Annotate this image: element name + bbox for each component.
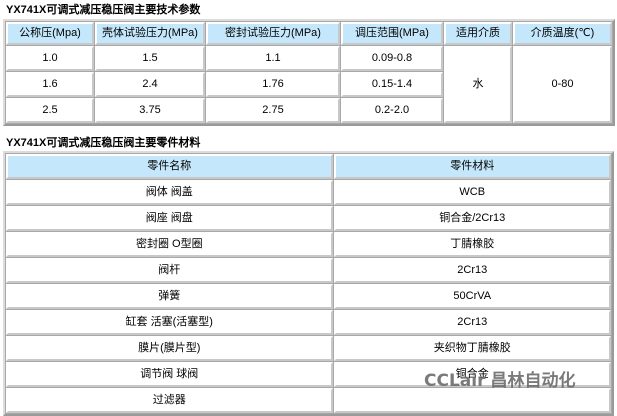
- spec-cell-nominal-pressure: 1.0: [6, 46, 94, 71]
- material-cell-part-name: 阀体 阀盖: [6, 180, 333, 205]
- material-cell-part-name: 弹簧: [6, 284, 333, 309]
- material-cell-part-name: 膜片(膜片型): [6, 336, 333, 361]
- material-cell-part-material: 50CrVA: [333, 284, 611, 309]
- spec-cell-shell-test-pressure: 2.4: [95, 72, 205, 97]
- spec-header-seal-test-pressure: 密封试验压力(MPa): [206, 22, 340, 45]
- spec-cell-shell-test-pressure: 3.75: [95, 98, 205, 123]
- spec-cell-pressure-range: 0.15-1.4: [341, 72, 443, 97]
- spec-cell-seal-test-pressure: 1.1: [206, 46, 340, 71]
- table-row: 1.0 1.5 1.1 0.09-0.8 水 0-80: [6, 46, 612, 123]
- material-cell-part-name: 缸套 活塞(活塞型): [6, 310, 333, 335]
- document-page: YX741X可调式减压稳压阀主要技术参数 公称压(Mpa) 壳体试验压力(MPa…: [3, 4, 615, 416]
- material-header-part-name: 零件名称: [6, 154, 333, 179]
- material-cell-part-name: 过滤器: [6, 388, 333, 413]
- material-cell-part-material: WCB: [333, 180, 611, 205]
- material-cell-part-name: 密封圈 O型圈: [6, 232, 333, 257]
- spec-cell-pressure-range: 0.2-2.0: [341, 98, 443, 123]
- spec-header-nominal-pressure: 公称压(Mpa): [6, 22, 94, 45]
- table-row: 阀座 阀盘 铜合金/2Cr13: [6, 206, 611, 231]
- spec-cell-pressure-range: 0.09-0.8: [341, 46, 443, 71]
- spec-cell-applicable-medium: 水: [444, 46, 512, 123]
- material-cell-part-material: 丁腈橡胶: [333, 232, 611, 257]
- table-row: 调节阀 球阀 铜合金: [6, 362, 611, 387]
- spec-cell-shell-test-pressure: 1.5: [95, 46, 205, 71]
- material-cell-part-material: 2Cr13: [333, 258, 611, 283]
- material-section-title: YX741X可调式减压稳压阀主要零件材料: [6, 137, 201, 149]
- spec-header-pressure-range: 调压范围(MPa): [341, 22, 443, 45]
- table-row: 1.6 2.4 1.76 0.15-1.4: [6, 72, 612, 97]
- spec-section-title: YX741X可调式减压稳压阀主要技术参数: [6, 4, 201, 16]
- material-cell-part-material: [333, 388, 611, 413]
- table-row: 密封圈 O型圈 丁腈橡胶: [6, 232, 611, 257]
- table-row: 阀体 阀盖 WCB: [6, 180, 611, 205]
- material-cell-part-material: 夹织物丁腈橡胶: [333, 336, 611, 361]
- material-cell-part-name: 阀杆: [6, 258, 333, 283]
- spec-header-shell-test-pressure: 壳体试验压力(MPa): [95, 22, 205, 45]
- spec-cell-seal-test-pressure: 1.76: [206, 72, 340, 97]
- spec-cell-nominal-pressure: 2.5: [6, 98, 94, 123]
- material-cell-part-material: 铜合金/2Cr13: [333, 206, 611, 231]
- table-row: 阀杆 2Cr13: [6, 258, 611, 283]
- spec-cell-nominal-pressure: 1.6: [6, 72, 94, 97]
- spec-cell-seal-test-pressure: 2.75: [206, 98, 340, 123]
- table-row: 2.5 3.75 2.75 0.2-2.0: [6, 98, 612, 123]
- material-cell-part-material: 铜合金: [333, 362, 611, 387]
- table-row: 过滤器: [6, 388, 611, 413]
- material-table: 零件名称 零件材料 阀体 阀盖 WCB 阀座 阀盘 铜合金/2Cr13 密封圈 …: [3, 151, 614, 416]
- spec-table: 公称压(Mpa) 壳体试验压力(MPa) 密封试验压力(MPa) 调压范围(MP…: [3, 19, 615, 126]
- material-cell-part-name: 阀座 阀盘: [6, 206, 333, 231]
- spec-table-header-row: 公称压(Mpa) 壳体试验压力(MPa) 密封试验压力(MPa) 调压范围(MP…: [6, 22, 612, 45]
- table-row: 弹簧 50CrVA: [6, 284, 611, 309]
- material-header-part-material: 零件材料: [333, 154, 611, 179]
- material-table-header-row: 零件名称 零件材料: [6, 154, 611, 179]
- spec-cell-medium-temperature: 0-80: [513, 46, 612, 123]
- table-row: 膜片(膜片型) 夹织物丁腈橡胶: [6, 336, 611, 361]
- spec-header-medium-temperature: 介质温度(℃): [513, 22, 612, 45]
- material-cell-part-material: 2Cr13: [333, 310, 611, 335]
- spec-header-applicable-medium: 适用介质: [444, 22, 512, 45]
- material-cell-part-name: 调节阀 球阀: [6, 362, 333, 387]
- table-row: 缸套 活塞(活塞型) 2Cr13: [6, 310, 611, 335]
